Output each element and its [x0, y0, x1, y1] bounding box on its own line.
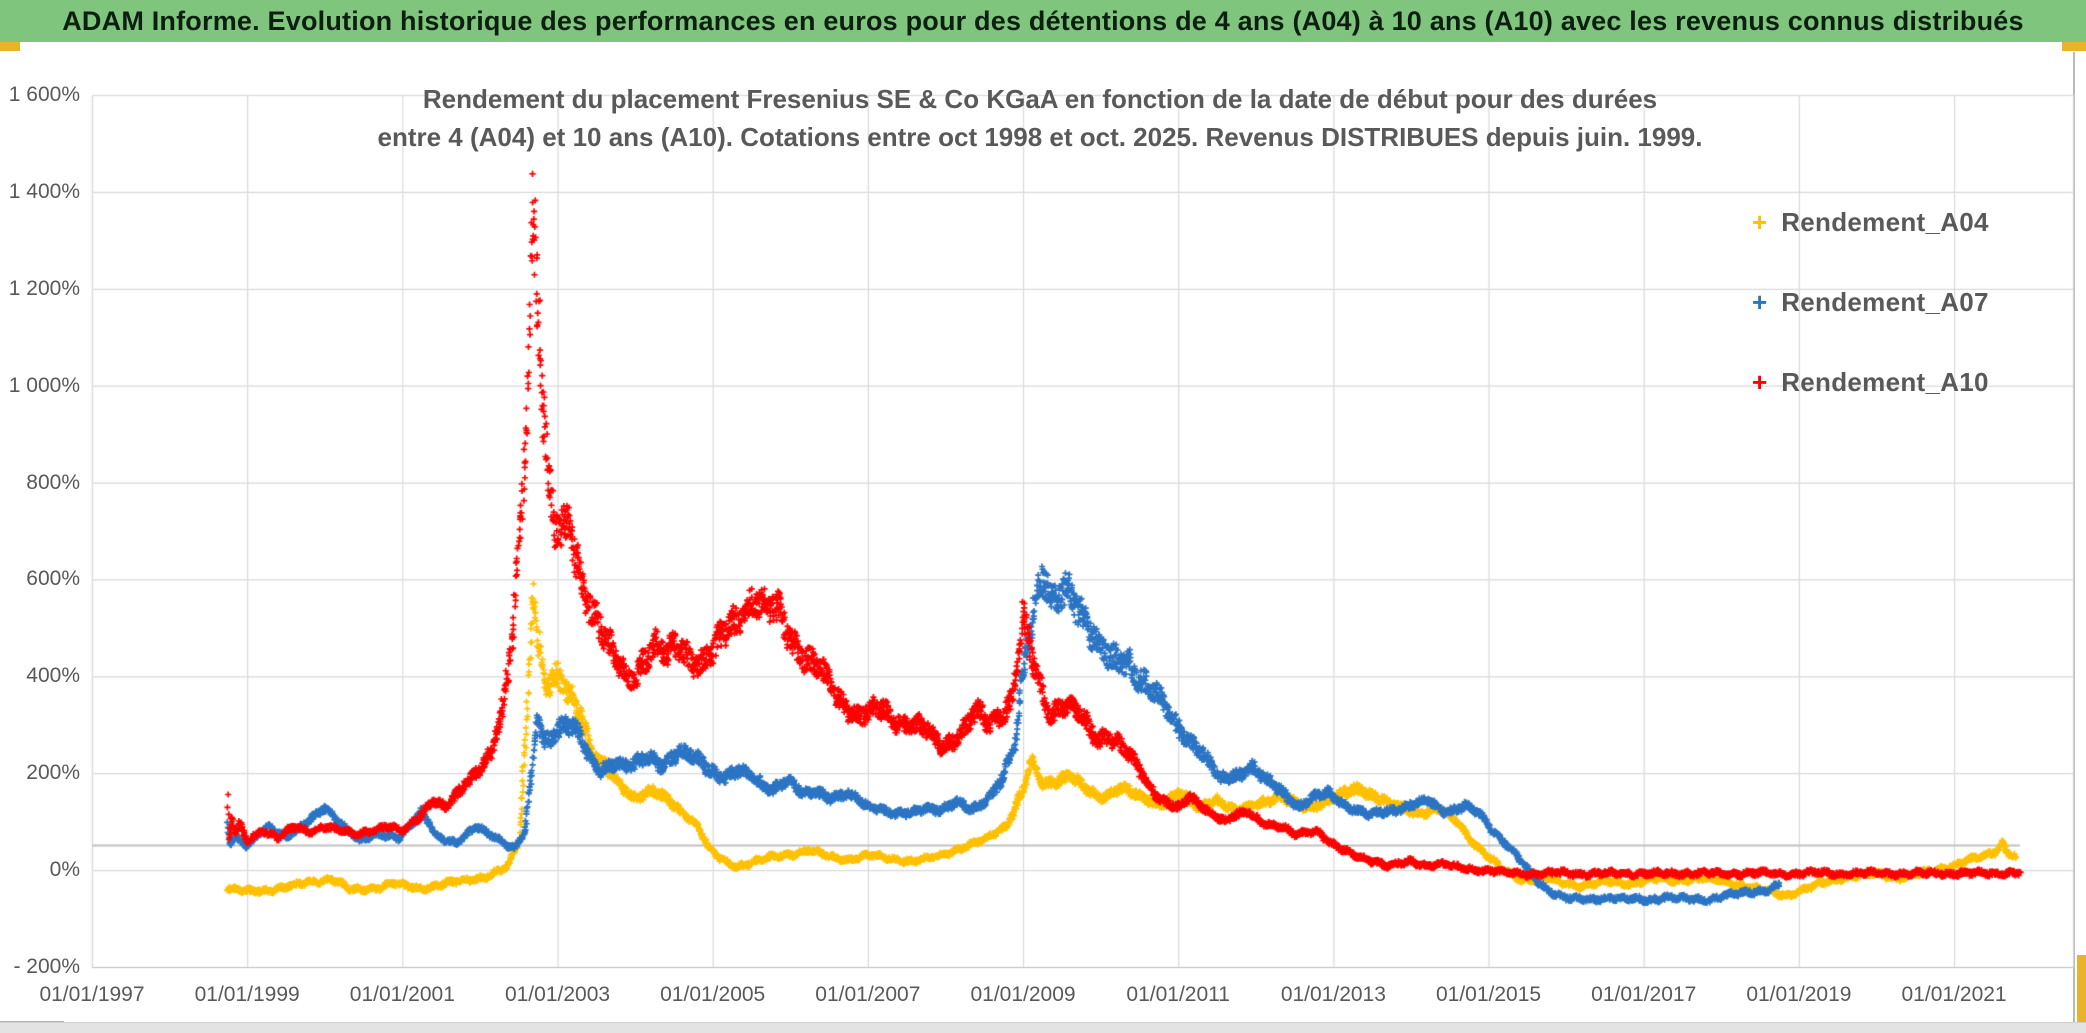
y-axis-tick-label: 600%: [26, 567, 80, 591]
x-axis-tick-label: 01/01/2011: [1126, 983, 1230, 1006]
legend-label: Rendement_A07: [1781, 286, 1989, 317]
legend-label: Rendement_A04: [1781, 206, 1989, 237]
x-axis-tick-label: 01/01/2015: [1435, 983, 1542, 1006]
x-axis-tick-label: 01/01/2017: [1591, 983, 1697, 1006]
y-axis-tick-label: 1 200%: [8, 276, 80, 300]
y-axis-tick-label: 1 000%: [8, 373, 80, 397]
x-axis-tick-label: 01/01/2021: [1901, 983, 2007, 1006]
y-axis-tick-label: 1 400%: [8, 179, 80, 203]
x-axis-tick-label: 01/01/1997: [39, 983, 145, 1006]
legend-plus-marker-icon: +: [1752, 207, 1768, 237]
legend-plus-marker-icon: +: [1752, 367, 1768, 397]
x-axis-tick-label: 01/01/2005: [660, 983, 766, 1006]
legend-label: Rendement_A10: [1781, 366, 1989, 397]
chart-title: Rendement du placement Fresenius SE & Co…: [260, 80, 1820, 156]
x-axis-tick-label: 01/01/2001: [349, 983, 455, 1006]
y-axis-tick-label: 800%: [26, 470, 80, 494]
y-axis-tick-label: 1 600%: [8, 83, 80, 106]
y-axis-tick-label: 0%: [49, 858, 80, 882]
legend-item-rendement_a04[interactable]: + Rendement_A04: [1752, 205, 1989, 239]
x-axis-tick-label: 01/01/2019: [1746, 983, 1852, 1006]
x-axis-tick-label: 01/01/2013: [1280, 983, 1386, 1006]
y-axis-tick-label: - 200%: [13, 955, 80, 978]
x-axis-tick-label: 01/01/2009: [970, 983, 1076, 1006]
legend-plus-marker-icon: +: [1752, 287, 1768, 317]
chart-title-line2: entre 4 (A04) et 10 ans (A10). Cotations…: [377, 122, 1703, 152]
x-axis-tick-label: 01/01/1999: [194, 983, 300, 1006]
chart-title-line1: Rendement du placement Fresenius SE & Co…: [422, 84, 1658, 114]
legend-item-rendement_a10[interactable]: + Rendement_A10: [1752, 365, 1989, 399]
x-axis-tick-label: 01/01/2007: [815, 983, 921, 1006]
y-axis-tick-label: 200%: [26, 761, 80, 785]
legend-item-rendement_a07[interactable]: + Rendement_A07: [1752, 285, 1989, 319]
x-axis-tick-label: 01/01/2003: [504, 983, 611, 1006]
y-axis-tick-label: 400%: [26, 664, 80, 688]
